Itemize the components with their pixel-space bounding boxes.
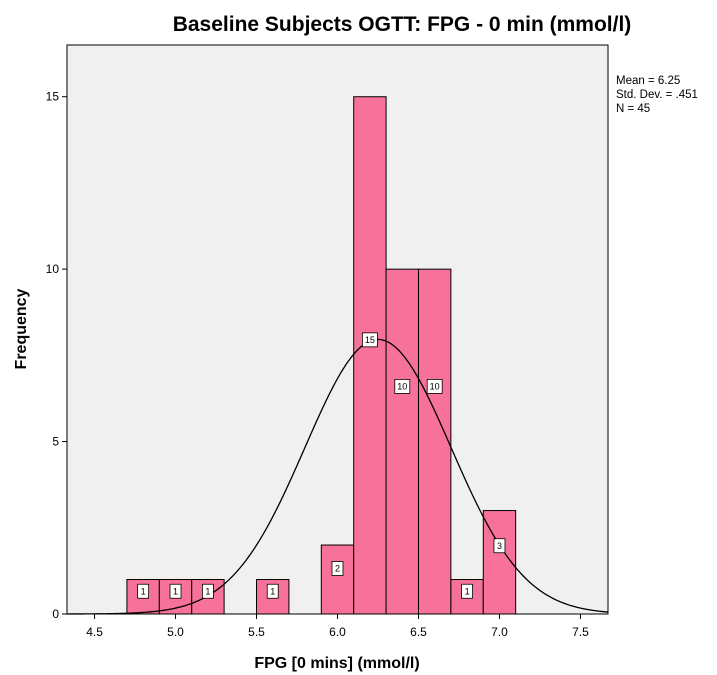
- bar-value-label: 3: [493, 538, 506, 554]
- bar-value-label-box: [331, 561, 344, 576]
- y-axis: 0 5 10 15: [46, 90, 67, 621]
- bar-value-label-box: [461, 583, 473, 599]
- x-tick-label: 6.5: [410, 625, 427, 639]
- x-tick-label: 7.5: [572, 625, 589, 639]
- x-tick-label: 5.5: [248, 625, 265, 639]
- bars-layer: [126, 96, 517, 615]
- bar-value-label-text: 10: [430, 382, 440, 392]
- stats-mean: Mean = 6.25: [616, 75, 680, 87]
- bar-value-label-text: 10: [397, 382, 407, 392]
- y-tick-label: 5: [52, 435, 59, 449]
- histogram-bar: [320, 544, 355, 615]
- bar-value-label-text: 15: [365, 335, 375, 345]
- histogram-bar: [385, 268, 419, 615]
- x-axis-label: FPG [0 mins] (mmol/l): [254, 655, 419, 672]
- histogram-bar: [353, 96, 387, 615]
- bar-value-label-text: 1: [141, 586, 146, 596]
- y-tick-label: 0: [52, 607, 59, 621]
- bar-value-label: 1: [137, 583, 150, 599]
- x-tick-label: 4.5: [86, 625, 103, 639]
- bar-value-label-box: [266, 583, 279, 599]
- bar-labels-layer: 1 1 1 1 2 15 10 10 1 3: [137, 332, 506, 599]
- chart-title: Baseline Subjects OGTT: FPG - 0 min (mmo…: [173, 13, 632, 36]
- stats-n: N = 45: [616, 103, 650, 115]
- histogram-bar: [417, 268, 452, 615]
- bar-value-label: 1: [202, 583, 214, 599]
- bar-value-label-box: [169, 583, 182, 599]
- bar-value-label-box: [394, 378, 411, 394]
- normal-curve: [67, 338, 609, 615]
- bar-value-label: 2: [331, 561, 344, 576]
- y-tick-label: 10: [46, 262, 60, 276]
- bar-value-label-box: [202, 583, 214, 599]
- x-tick-label: 6.0: [329, 625, 346, 639]
- bar-value-label-box: [426, 378, 443, 394]
- bar-value-label: 1: [169, 583, 182, 599]
- bar-value-label: 1: [461, 583, 473, 599]
- bar-value-label-text: 1: [173, 586, 178, 596]
- stats-box: Mean = 6.25 Std. Dev. = .451 N = 45: [616, 75, 698, 115]
- bar-value-label: 15: [361, 332, 378, 348]
- bar-value-label: 1: [266, 583, 279, 599]
- x-tick-label: 5.0: [167, 625, 184, 639]
- stats-std-dev: Std. Dev. = .451: [616, 89, 698, 101]
- bar-value-label-box: [493, 538, 506, 554]
- bar-value-label-box: [137, 583, 150, 599]
- bar-value-label-text: 2: [335, 564, 340, 574]
- bar-value-label: 10: [394, 378, 411, 394]
- bar-value-label-text: 1: [205, 586, 210, 596]
- bar-value-label-text: 1: [270, 586, 275, 596]
- y-axis-label: Frequency: [13, 288, 30, 369]
- bar-value-label-text: 3: [497, 541, 502, 551]
- x-axis: 4.5 5.0 5.5 6.0 6.5 7.0 7.5: [86, 614, 589, 639]
- x-tick-label: 7.0: [491, 625, 508, 639]
- bar-value-label-box: [361, 332, 378, 348]
- plot-area: [66, 44, 609, 615]
- bar-value-label-text: 1: [465, 586, 470, 596]
- y-tick-label: 15: [46, 90, 60, 104]
- bar-value-label: 10: [426, 378, 443, 394]
